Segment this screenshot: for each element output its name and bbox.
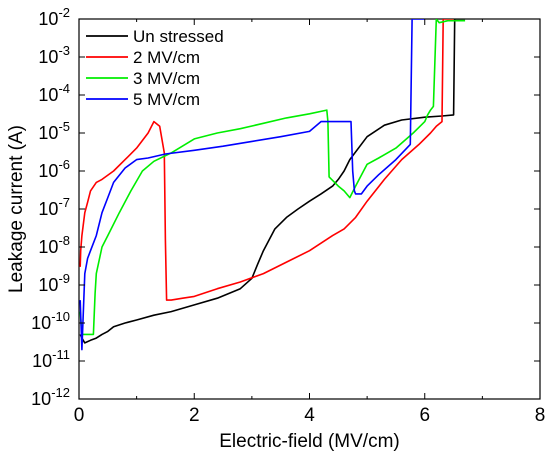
y-tick-label: 10-8 <box>38 233 70 257</box>
y-tick-label: 10-9 <box>38 271 70 295</box>
x-tick-label: 0 <box>74 405 85 426</box>
y-tick-label: 10-12 <box>31 385 70 409</box>
y-tick-label: 10-4 <box>38 81 70 105</box>
legend: Un stressed 2 MV/cm 3 MV/cm 5 MV/cm <box>86 27 224 109</box>
y-tick-label: 10-11 <box>32 347 70 371</box>
x-tick-label: 2 <box>189 405 200 426</box>
legend-label-3-mv-cm: 3 MV/cm <box>133 69 200 88</box>
y-tick-label: 10-3 <box>38 43 70 67</box>
y-tick-label: 10-6 <box>38 157 70 181</box>
x-tick-label: 4 <box>304 405 315 426</box>
series-line-un-stressed <box>79 19 466 344</box>
y-tick-label: 10-7 <box>38 195 70 219</box>
legend-label-5-mv-cm: 5 MV/cm <box>133 90 200 109</box>
tick-layer: 0 2 4 6 8 10-12 10-11 10-10 10-9 10-8 10-7 10-6 10-5… <box>31 5 545 426</box>
y-tick-label: 10-5 <box>38 119 70 143</box>
series-line-2-mv-cm <box>79 19 454 301</box>
legend-label-un-stressed: Un stressed <box>133 27 224 46</box>
series-layer <box>79 19 466 351</box>
series-line-5-mv-cm <box>79 19 425 351</box>
series-line-3-mv-cm <box>79 19 466 336</box>
legend-label-2-mv-cm: 2 MV/cm <box>133 48 200 67</box>
y-tick-label: 10-2 <box>38 5 70 29</box>
y-tick-label: 10-10 <box>31 309 70 333</box>
y-axis-label: Leakage current (A) <box>6 125 27 293</box>
x-tick-label: 8 <box>535 405 546 426</box>
x-axis-label: Electric-field (MV/cm) <box>219 431 400 452</box>
x-tick-label: 6 <box>419 405 430 426</box>
